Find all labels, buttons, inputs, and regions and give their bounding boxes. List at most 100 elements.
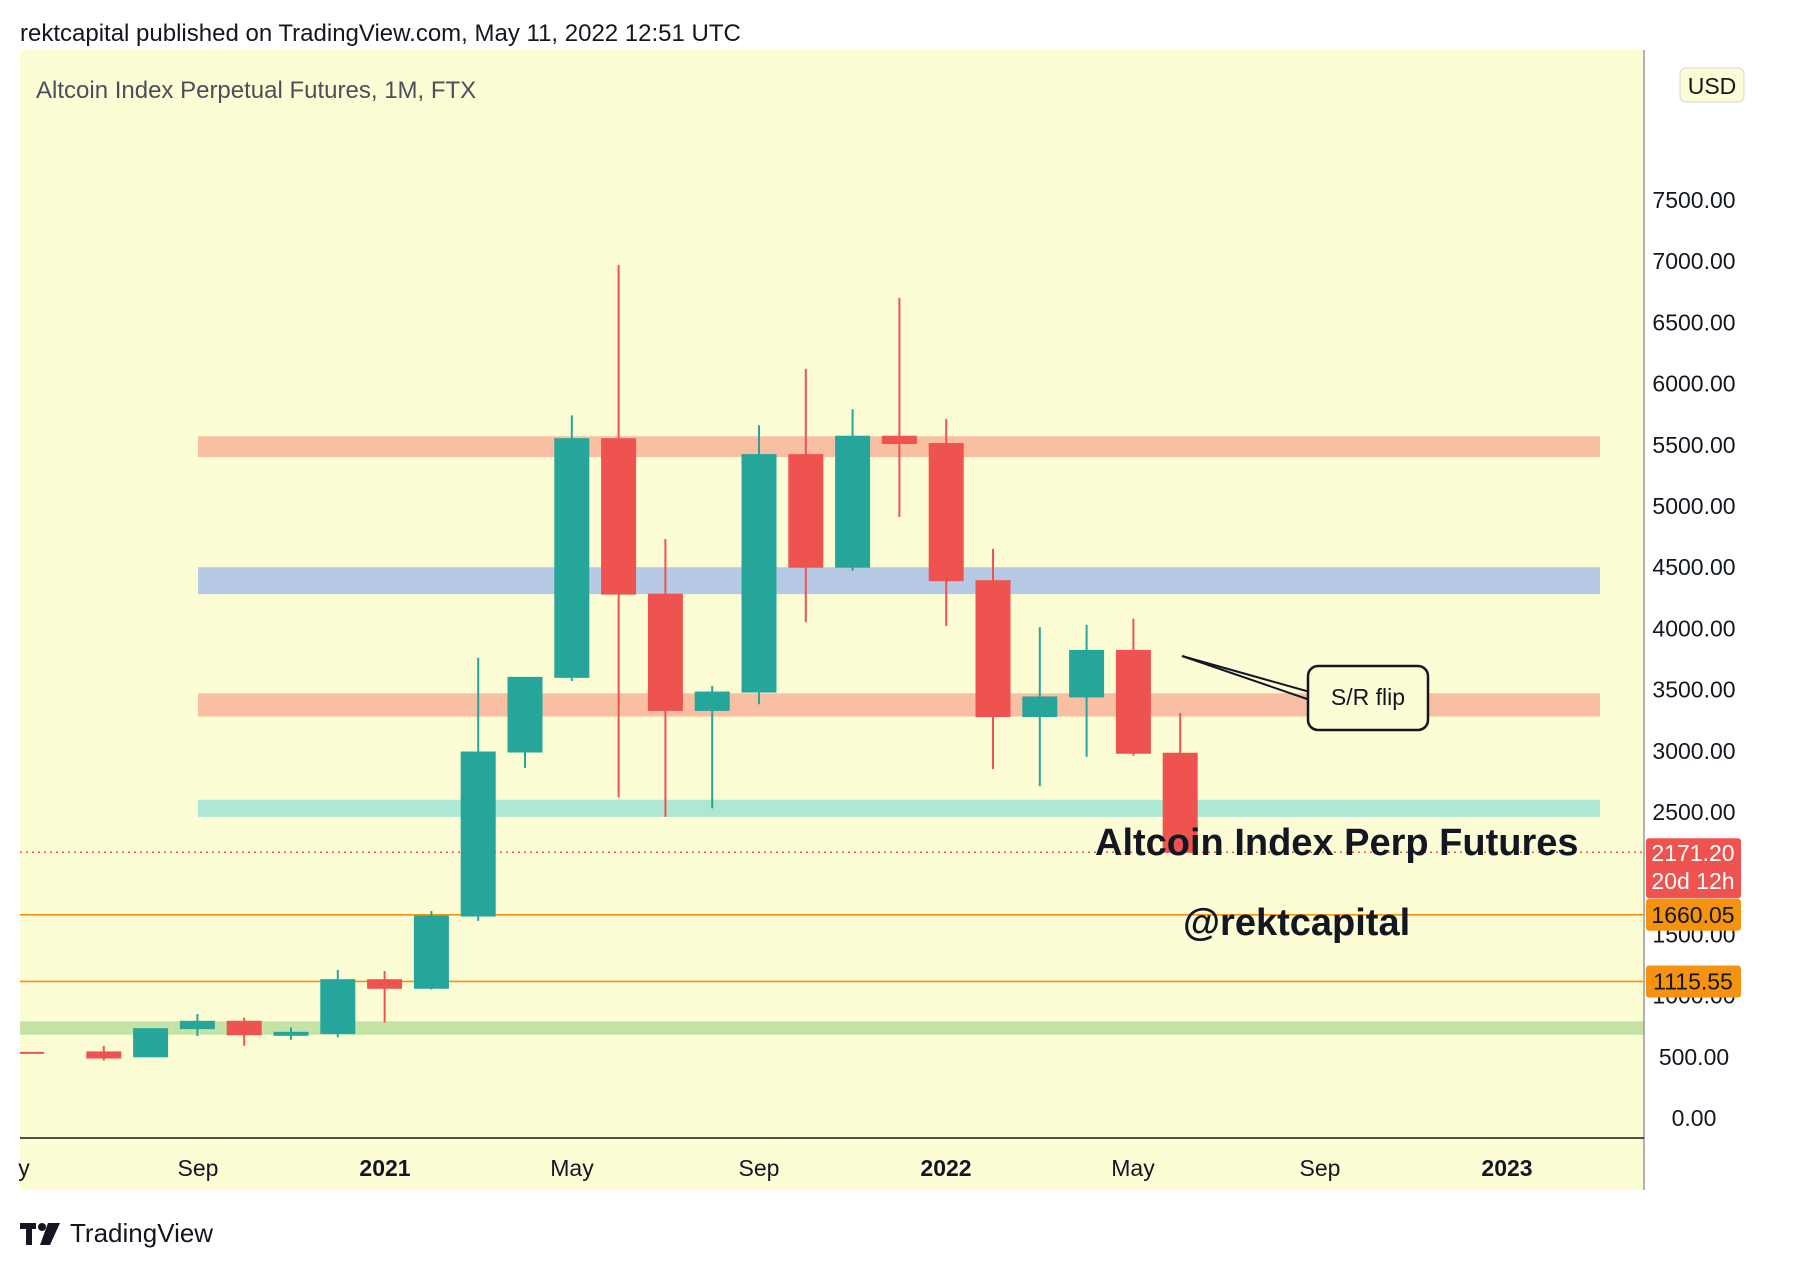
candle xyxy=(86,1045,122,1061)
candle xyxy=(741,425,777,705)
candle xyxy=(320,969,356,1038)
watermark-title: Altcoin Index Perp Futures xyxy=(1095,822,1579,864)
candle xyxy=(1115,618,1151,756)
tradingview-logo-icon xyxy=(20,1222,60,1245)
candle xyxy=(367,971,403,1023)
price-tag-value: 2171.20 xyxy=(1651,840,1734,866)
candle xyxy=(179,1013,215,1036)
candle xyxy=(881,297,917,518)
x-tick-label: 2022 xyxy=(920,1155,971,1181)
candle xyxy=(975,548,1011,770)
callout-pointer xyxy=(1181,655,1311,701)
x-tick-label: May xyxy=(550,1155,594,1181)
x-tick-label: 2021 xyxy=(359,1155,410,1181)
price-tag: 1660.05 xyxy=(1646,898,1741,931)
candle xyxy=(133,1028,169,1058)
candle-body xyxy=(367,979,403,989)
horizontal-lines-layer xyxy=(20,851,1644,983)
y-tick-label: 4000.00 xyxy=(1652,615,1735,641)
zone-band xyxy=(198,567,1600,595)
watermark-handle: @rektcapital xyxy=(1183,902,1410,944)
x-tick-label: Sep xyxy=(178,1155,219,1181)
price-tag-value: 1115.55 xyxy=(1653,968,1733,994)
y-tick-label: 6000.00 xyxy=(1652,371,1735,397)
candle-body xyxy=(741,454,777,693)
candle-body xyxy=(1022,696,1058,718)
plot-background xyxy=(20,50,1644,1190)
candle-body xyxy=(320,979,356,1035)
currency-badge[interactable]: USD xyxy=(1679,67,1745,103)
y-tick-label: 5000.00 xyxy=(1652,493,1735,519)
candle-body xyxy=(881,435,917,445)
x-tick-label: 2023 xyxy=(1481,1155,1532,1181)
callout-pointer xyxy=(1181,655,1311,693)
footer-brand[interactable]: TradingView xyxy=(20,1218,213,1249)
candle-body xyxy=(1115,649,1151,754)
candle-body xyxy=(507,676,543,753)
candle-body xyxy=(601,438,637,595)
y-tick-label: 6500.00 xyxy=(1652,309,1735,335)
y-tick-label: 5500.00 xyxy=(1652,432,1735,458)
candle xyxy=(601,264,637,798)
zone-band xyxy=(198,799,1600,817)
candle-body xyxy=(179,1020,215,1030)
x-axis: y Sep 2021 May Sep 2022 May Sep 2023 xyxy=(18,1137,1644,1181)
currency-label: USD xyxy=(1688,73,1737,99)
candle xyxy=(413,911,449,990)
candle xyxy=(1069,624,1105,757)
candle xyxy=(928,419,964,626)
candle xyxy=(273,1027,309,1040)
price-tag-value: 1660.05 xyxy=(1651,902,1734,928)
candle xyxy=(1162,712,1198,853)
candle xyxy=(788,368,824,623)
y-tick-label: 7000.00 xyxy=(1652,248,1735,274)
y-tick-label: 500.00 xyxy=(1659,1044,1729,1070)
y-tick-label: 0.00 xyxy=(1672,1105,1717,1131)
y-axis: 0.00500.001000.001500.002000.002500.0030… xyxy=(1643,50,1736,1190)
candle xyxy=(647,539,683,817)
candle xyxy=(1022,627,1058,787)
candle xyxy=(694,685,730,809)
candle-body xyxy=(928,443,964,582)
candle-body xyxy=(1162,752,1198,853)
candle-body xyxy=(133,1028,169,1058)
candle-body xyxy=(975,580,1011,718)
candle-body xyxy=(1069,649,1105,698)
candle-body xyxy=(86,1051,122,1059)
y-tick-label: 2500.00 xyxy=(1652,799,1735,825)
candle xyxy=(554,415,590,682)
x-tick-label: Sep xyxy=(739,1155,780,1181)
price-tag: 1115.55 xyxy=(1646,965,1741,998)
x-tick-label: May xyxy=(1111,1155,1155,1181)
candle-body xyxy=(413,915,449,989)
y-tick-label: 7500.00 xyxy=(1652,187,1735,213)
candle xyxy=(835,409,871,571)
candle-body xyxy=(835,435,871,568)
y-tick-label: 3000.00 xyxy=(1652,738,1735,764)
y-tick-label: 4500.00 xyxy=(1652,554,1735,580)
callout-text: S/R flip xyxy=(1331,684,1405,710)
candle xyxy=(226,1017,262,1046)
candle-body xyxy=(788,454,824,568)
candle xyxy=(460,657,496,921)
callout-box xyxy=(1306,664,1430,732)
x-tick-label: y xyxy=(18,1155,30,1181)
zone-band xyxy=(198,693,1600,717)
y-tick-label: 3500.00 xyxy=(1652,677,1735,703)
sr-flip-annotation: S/R flip xyxy=(1181,655,1430,732)
candle-body xyxy=(694,691,730,711)
zone-band xyxy=(20,1021,1644,1035)
footer-brand-text: TradingView xyxy=(70,1218,214,1248)
candle-body xyxy=(647,593,683,711)
publish-header: rektcapital published on TradingView.com… xyxy=(20,20,741,47)
candlestick-chart: 0.00500.001000.001500.002000.002500.0030… xyxy=(18,50,1745,1190)
candle-body xyxy=(554,438,590,678)
x-tick-label: Sep xyxy=(1300,1155,1341,1181)
candle-body xyxy=(226,1020,262,1036)
candles-layer xyxy=(20,264,1198,1061)
candle-body xyxy=(460,751,496,917)
symbol-label: Altcoin Index Perpetual Futures, 1M, FTX xyxy=(36,77,476,104)
candle-body xyxy=(273,1031,309,1036)
